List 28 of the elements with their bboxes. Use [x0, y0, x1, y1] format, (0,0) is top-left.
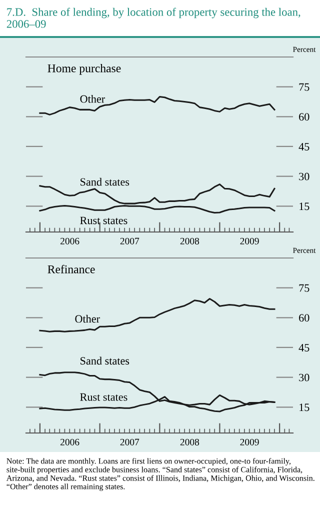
text: Home purchase	[48, 64, 121, 75]
x-tick-label: 2007	[120, 238, 140, 244]
x-tick-label: 2008	[180, 438, 200, 446]
y-tick-label: 30	[299, 374, 310, 382]
y-tick-label: 75	[299, 284, 310, 292]
x-tick-label: 2009	[240, 238, 259, 244]
x-tick-label: 2006	[60, 238, 80, 244]
chart-subtitle: Refinance	[48, 264, 95, 274]
x-tick-label: 2008	[180, 238, 200, 244]
y-tick-label: 30	[299, 172, 310, 180]
chart-title: 7.D. Share of lending, by location of property securing the loan, 2006–09	[6, 8, 300, 28]
series-label: Rust states	[80, 393, 128, 401]
text: Note: The data are monthly. Loans are first liens on owner-occupied, one-to four-family, site-built properties and exclude business loans. “Sand states” consist of California, Florida, Arizona, and Nevada. “Rust states” consist of Illinois, Indiana, Michigan, Ohio, and Wisconsin. “Other” denotes all remaining states.	[6, 458, 314, 491]
series-label: Other	[80, 94, 105, 103]
y-tick-label: 15	[300, 202, 310, 210]
x-tick-label: 2009	[240, 438, 259, 446]
x-tick-label: 2006	[60, 438, 80, 446]
y-tick-label: 60	[299, 113, 310, 121]
series-label: Sand states	[80, 356, 130, 365]
series-label: Sand states	[80, 178, 130, 186]
series-label: Other	[75, 314, 100, 323]
y-tick-label: 15	[300, 404, 310, 412]
y-tick-label: 45	[298, 143, 310, 150]
y-tick-label: 75	[299, 83, 310, 91]
y-tick-label: 45	[298, 344, 310, 352]
x-tick-label: 2007	[120, 438, 140, 446]
series-label: Rust states	[80, 216, 128, 224]
y-tick-label: 60	[299, 314, 310, 322]
